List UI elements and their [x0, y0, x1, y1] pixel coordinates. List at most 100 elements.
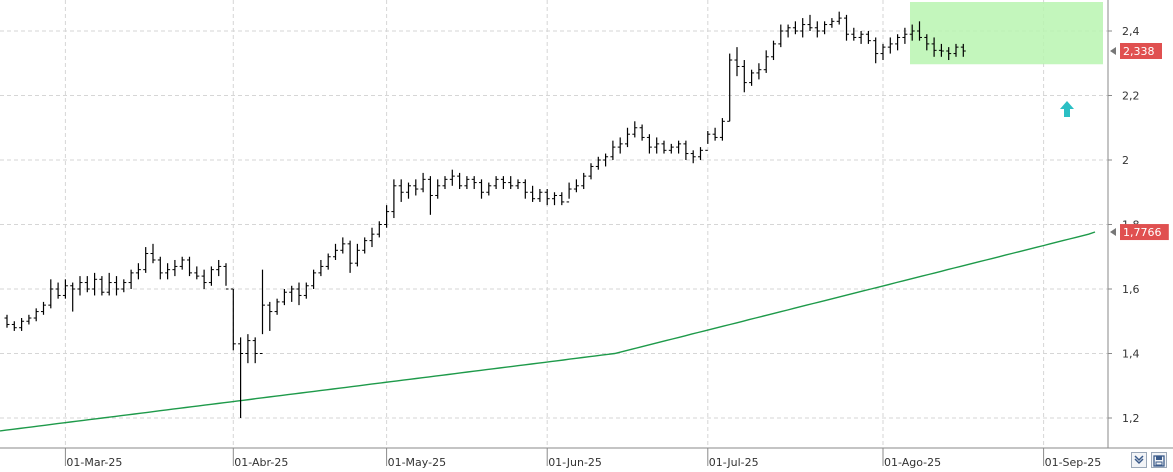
price-bar	[800, 18, 806, 38]
price-bar	[493, 176, 499, 190]
price-bar	[303, 282, 309, 299]
price-bar	[92, 272, 98, 296]
price-bar	[508, 176, 514, 190]
price-bar	[734, 47, 740, 77]
price-bar	[311, 269, 317, 289]
price-bar	[749, 69, 755, 86]
moving-average-line	[0, 231, 1096, 432]
price-bar	[500, 176, 506, 190]
price-bar	[792, 21, 798, 35]
price-bar	[909, 24, 915, 41]
price-bar	[208, 266, 214, 286]
price-bar	[573, 179, 579, 193]
price-bar	[106, 272, 112, 296]
price-bar	[157, 256, 163, 280]
price-bar	[960, 43, 966, 57]
y-tick-label: 2	[1122, 154, 1129, 167]
price-bar	[135, 263, 141, 280]
moving-average-badge-box	[1120, 224, 1169, 241]
price-bar	[741, 60, 747, 93]
price-bar	[778, 24, 784, 48]
price-bar	[763, 50, 769, 73]
price-bar	[625, 127, 630, 148]
price-bar	[172, 259, 178, 277]
y-tick-label: 2,2	[1122, 90, 1140, 103]
price-bar	[938, 43, 944, 57]
price-bar	[807, 14, 813, 31]
price-bar	[581, 172, 587, 190]
price-bar	[822, 21, 828, 35]
price-bar	[486, 182, 492, 196]
expand-icon-glyph	[1134, 455, 1144, 465]
price-bar	[836, 11, 842, 25]
price-bar	[245, 334, 251, 364]
price-bar	[676, 140, 682, 154]
price-bar	[325, 253, 331, 270]
price-bar	[84, 276, 90, 293]
price-bar	[442, 176, 448, 190]
save-icon[interactable]	[1151, 452, 1167, 468]
y-tick-label: 2,4	[1122, 25, 1140, 38]
price-bar	[639, 124, 645, 141]
price-bar	[281, 289, 287, 306]
signal-arrow-up	[1060, 101, 1074, 117]
price-bar	[654, 137, 660, 154]
price-bar	[457, 172, 463, 190]
price-bar	[515, 179, 521, 190]
price-bar	[252, 337, 258, 364]
highlight-zone-rect	[910, 2, 1103, 65]
price-bar	[698, 147, 703, 160]
price-bar	[646, 134, 652, 154]
price-bar	[719, 118, 725, 141]
price-bar	[887, 37, 893, 54]
price-bar	[296, 282, 302, 306]
price-bar	[398, 179, 404, 202]
price-bar	[333, 243, 338, 260]
price-bar	[610, 140, 616, 160]
price-bar	[705, 130, 711, 151]
price-bar	[238, 337, 244, 418]
expand-icon[interactable]	[1131, 452, 1147, 468]
price-bar	[464, 176, 470, 190]
price-bar	[369, 227, 375, 248]
price-bar	[427, 176, 433, 215]
price-bar	[201, 269, 207, 289]
last-price-badge-box	[1120, 42, 1162, 59]
price-bar	[26, 314, 32, 325]
price-bar	[566, 182, 572, 203]
y-tick-label: 1,4	[1122, 348, 1140, 361]
price-bar	[530, 185, 536, 202]
price-bar	[216, 259, 222, 277]
price-bar	[70, 282, 76, 312]
price-bar	[391, 179, 397, 219]
price-bar	[603, 153, 609, 167]
price-bar	[588, 163, 594, 180]
price-bar	[223, 263, 229, 290]
price-bar	[318, 259, 324, 277]
price-bar	[165, 263, 171, 280]
price-bar	[143, 247, 149, 273]
y-tick-label: 1,6	[1122, 283, 1140, 296]
price-bar	[267, 301, 273, 331]
price-bar	[406, 182, 411, 199]
price-bar	[552, 192, 557, 206]
price-bar	[289, 285, 295, 302]
price-bar	[771, 40, 776, 61]
price-bar	[435, 179, 441, 199]
price-bar	[62, 279, 68, 299]
price-bar	[690, 150, 696, 164]
price-bar	[114, 276, 119, 296]
x-tick-label: 01-Ago-25	[884, 456, 941, 469]
x-tick-label: 01-Abr-25	[234, 456, 288, 469]
price-bar	[128, 269, 134, 289]
price-bar	[230, 288, 236, 351]
price-bar	[340, 237, 346, 254]
price-bar	[858, 31, 864, 44]
price-bar	[449, 169, 455, 186]
price-bar	[931, 37, 937, 57]
price-bar	[150, 243, 156, 264]
moving-average-badge-label: 1,7766	[1123, 226, 1162, 239]
signal-arrow-group	[1060, 101, 1074, 117]
price-bar	[595, 156, 601, 170]
